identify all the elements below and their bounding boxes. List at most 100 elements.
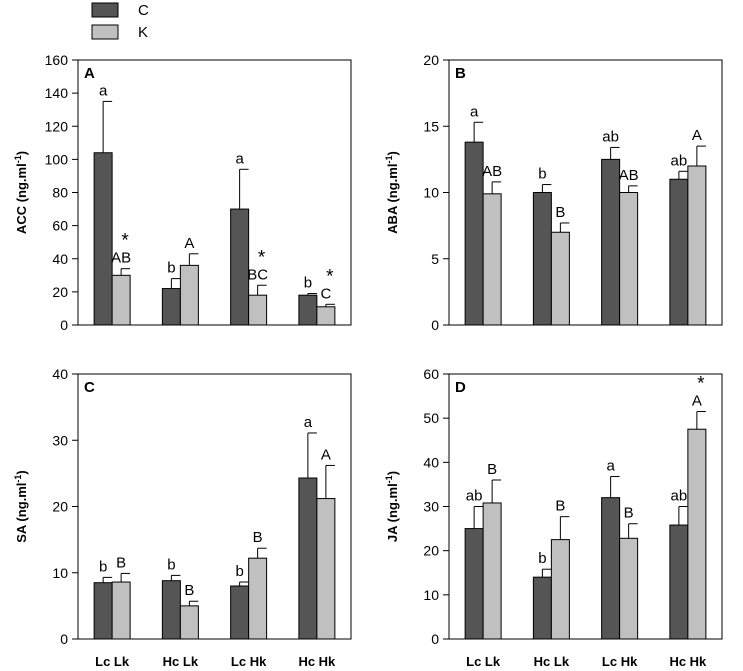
significance-letter-c: b (235, 563, 243, 580)
y-tick-label: 30 (423, 499, 439, 515)
y-axis-label-suffix: ) (14, 151, 29, 155)
legend-swatch-c (91, 2, 119, 18)
y-tick-label: 60 (52, 218, 68, 234)
bar-c-lc-hk (601, 158, 621, 326)
bar-k-lc-hk (619, 192, 639, 326)
bar-k-lc-hk (248, 557, 268, 640)
x-tick-label: Hc Lk (534, 654, 570, 669)
y-axis-label: JA (ng.ml-1) (384, 471, 400, 542)
y-tick-label: 0 (60, 317, 68, 333)
significance-letter-c: ab (602, 128, 619, 145)
bar-c-lc-lk (93, 152, 113, 326)
panel-label: C (84, 379, 95, 396)
y-axis-label: SA (ng.ml-1) (13, 470, 29, 543)
y-tick-label: 20 (423, 52, 439, 68)
bar-c-lc-hk (230, 208, 250, 326)
bar-k-hc-lk (179, 264, 199, 326)
y-tick-label: 30 (52, 432, 68, 448)
bar-k-lc-lk (111, 581, 131, 640)
y-tick-label: 10 (423, 587, 439, 603)
legend-label-k: K (138, 24, 148, 41)
bar-c-lc-lk (93, 582, 113, 640)
significance-letter-c: b (167, 260, 175, 277)
x-tick-label: Hc Lk (163, 654, 199, 669)
y-axis-label-suffix: ) (385, 471, 400, 475)
y-tick-label: 10 (52, 565, 68, 581)
legend: CK (91, 2, 149, 41)
y-tick-label: 100 (45, 151, 69, 167)
y-tick-label: 40 (423, 454, 439, 470)
x-tick-label: Hc Hk (669, 654, 707, 669)
bar-k-hc-lk (550, 231, 570, 326)
significance-letter-k: B (487, 461, 497, 478)
y-tick-label: 160 (45, 52, 69, 68)
y-tick-label: 120 (45, 118, 69, 134)
significance-letter-k: A (692, 393, 702, 410)
y-tick-label: 80 (52, 185, 68, 201)
bar-k-hc-lk (179, 605, 199, 640)
y-axis-label-text: ACC (ng.ml (14, 163, 29, 234)
bar-k-hc-lk (550, 539, 570, 640)
bar-k-lc-lk (482, 502, 502, 640)
bar-c-lc-lk (464, 528, 484, 640)
bar-k-hc-hk (316, 306, 336, 326)
significance-letter-c: a (304, 414, 313, 431)
significance-letter-k: B (253, 529, 263, 546)
significance-letter-k: AB (482, 163, 502, 180)
y-axis-label-suffix: ) (14, 470, 29, 474)
bar-k-lc-hk (248, 294, 268, 326)
y-tick-label: 60 (423, 366, 439, 382)
y-axis-label-superscript: -1 (13, 475, 23, 483)
significance-letter-k: A (184, 235, 194, 252)
panel-label: A (84, 65, 95, 82)
x-tick-label: Lc Lk (95, 654, 130, 669)
y-tick-label: 0 (431, 317, 439, 333)
bar-c-lc-lk (464, 141, 484, 326)
y-tick-label: 10 (423, 185, 439, 201)
y-axis-label-superscript: -1 (13, 155, 23, 163)
significance-star: * (697, 374, 705, 395)
bar-k-hc-hk (687, 165, 707, 326)
significance-letter-k: B (116, 554, 126, 571)
y-axis-label: ACC (ng.ml-1) (13, 151, 29, 234)
significance-letter-k: AB (111, 250, 131, 267)
significance-letter-k: B (555, 204, 565, 221)
bar-k-lc-lk (482, 193, 502, 326)
significance-letter-k: A (692, 127, 702, 144)
y-tick-label: 0 (60, 631, 68, 647)
y-axis-label-text: SA (ng.ml (14, 483, 29, 543)
panel-label: D (455, 379, 466, 396)
significance-letter-k: AB (619, 167, 639, 184)
significance-letter-c: a (606, 457, 615, 474)
bar-c-lc-hk (230, 585, 250, 640)
significance-star: * (326, 266, 334, 287)
x-tick-label: Lc Hk (602, 654, 638, 669)
bar-c-lc-hk (601, 497, 621, 640)
bar-c-hc-lk (161, 580, 181, 640)
bar-k-hc-hk (687, 428, 707, 640)
y-tick-label: 5 (431, 251, 439, 267)
panel-label: B (455, 65, 466, 82)
y-tick-label: 40 (52, 251, 68, 267)
significance-letter-k: B (184, 582, 194, 599)
bar-c-hc-hk (669, 178, 689, 326)
significance-letter-c: b (304, 275, 312, 292)
y-tick-label: 20 (423, 543, 439, 559)
bar-k-hc-hk (316, 498, 336, 640)
y-axis-label-text: JA (ng.ml (385, 483, 400, 542)
bar-c-hc-lk (161, 288, 181, 326)
significance-letter-c: a (470, 103, 479, 120)
significance-letter-c: ab (671, 152, 688, 169)
y-axis-label-superscript: -1 (384, 156, 394, 164)
x-tick-label: Lc Hk (231, 654, 267, 669)
y-tick-label: 20 (52, 499, 68, 515)
y-tick-label: 0 (431, 631, 439, 647)
y-axis-label: ABA (ng.ml-1) (384, 151, 400, 234)
y-tick-label: 140 (45, 85, 69, 101)
bar-c-hc-hk (298, 477, 318, 640)
